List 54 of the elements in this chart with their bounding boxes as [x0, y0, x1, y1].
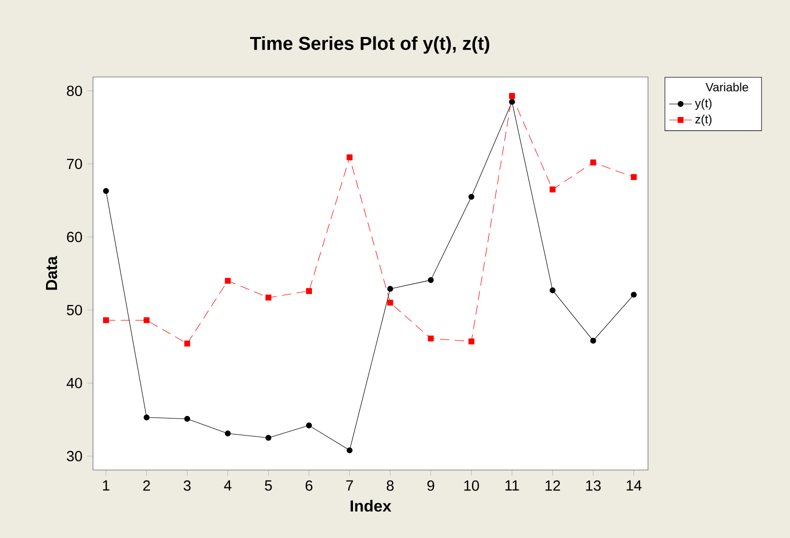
y-tick-label: 40	[66, 378, 82, 388]
x-tick-label: 14	[626, 480, 642, 490]
point	[550, 186, 556, 192]
x-tick-label: 3	[184, 480, 191, 491]
point	[103, 317, 109, 324]
point	[265, 434, 272, 441]
point	[346, 154, 353, 160]
legend-title: Variable	[706, 82, 748, 92]
x-tick-label: 10	[464, 480, 479, 491]
point	[184, 416, 190, 422]
x-tick-label: 1	[103, 480, 110, 490]
x-tick-label: 4	[224, 480, 232, 490]
point	[346, 447, 353, 454]
point	[387, 300, 394, 306]
point	[144, 414, 150, 420]
x-tick-label: 6	[306, 480, 312, 491]
point	[630, 292, 637, 298]
legend-label: y(t)	[694, 98, 712, 110]
point	[590, 160, 596, 166]
y-tick-label: 80	[66, 86, 82, 96]
point	[590, 338, 596, 344]
point	[265, 294, 272, 301]
point	[103, 188, 109, 194]
point	[144, 317, 150, 324]
point	[428, 336, 434, 342]
point	[428, 277, 434, 283]
point	[630, 174, 637, 180]
point	[550, 287, 556, 294]
point	[184, 340, 190, 347]
point	[224, 430, 231, 436]
point	[306, 288, 312, 294]
y-tick-label: 60	[67, 232, 82, 242]
x-tick-label: 2	[143, 480, 150, 491]
y-tick-label: 70	[67, 158, 82, 170]
point	[306, 422, 312, 428]
x-tick-label: 12	[546, 480, 560, 491]
x-axis-title: Index	[350, 500, 392, 512]
x-tick-label: 11	[505, 480, 519, 490]
point	[509, 93, 515, 99]
x-tick-label: 8	[386, 480, 394, 491]
point	[509, 98, 515, 105]
chart-title: Time Series Plot of y(t), z(t)	[250, 36, 490, 54]
x-tick-label: 9	[427, 480, 434, 491]
legend-label: z(t)	[695, 114, 712, 126]
point	[224, 278, 231, 284]
point	[387, 286, 394, 292]
y-axis-title: Data	[46, 256, 58, 290]
x-tick-label: 7	[346, 480, 353, 490]
point	[468, 194, 474, 200]
x-tick-label: 5	[264, 480, 272, 491]
y-tick-label: 30	[66, 450, 82, 462]
point	[468, 338, 474, 344]
x-tick-label: 13	[586, 480, 601, 491]
y-tick-label: 50	[66, 304, 82, 316]
